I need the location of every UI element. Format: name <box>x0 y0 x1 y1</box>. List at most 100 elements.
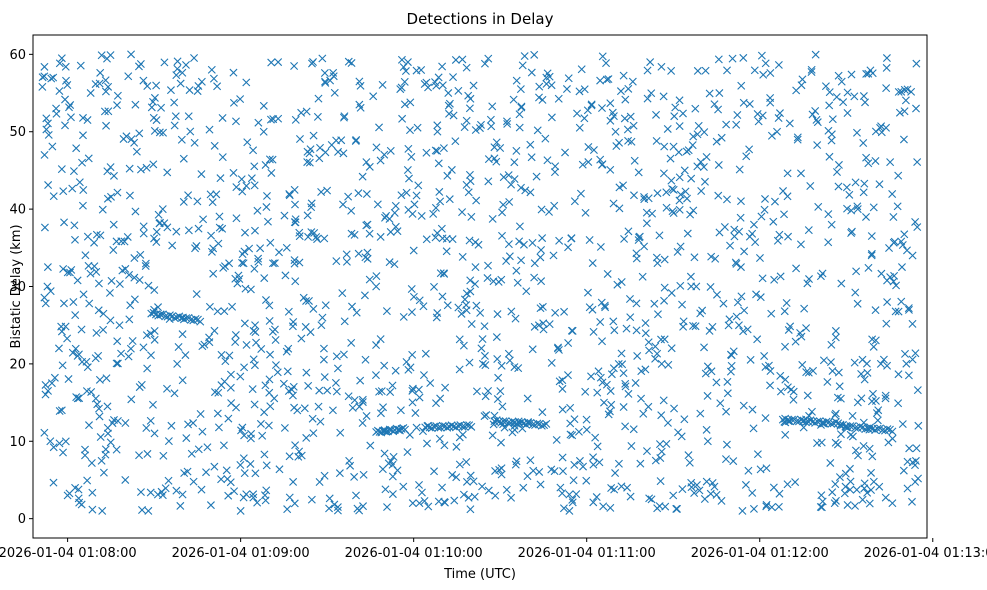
data-point <box>822 417 831 426</box>
data-point <box>396 85 405 94</box>
data-point <box>512 146 521 155</box>
data-point <box>598 160 606 169</box>
data-point <box>40 62 49 71</box>
data-point <box>517 102 526 111</box>
data-point <box>246 459 255 468</box>
data-point <box>496 143 505 152</box>
data-point <box>598 337 607 346</box>
data-point <box>723 66 732 75</box>
data-point <box>873 424 882 433</box>
data-point <box>757 51 766 60</box>
data-point <box>760 205 769 214</box>
data-point <box>193 87 202 96</box>
data-point <box>430 467 439 476</box>
data-point <box>476 308 485 317</box>
data-point <box>811 106 820 115</box>
data-point <box>404 205 413 214</box>
data-point <box>166 86 175 95</box>
data-point <box>152 227 161 236</box>
data-point <box>61 437 70 446</box>
data-point <box>589 498 598 507</box>
data-point <box>150 126 159 135</box>
data-point <box>372 341 381 350</box>
data-point <box>700 343 709 352</box>
data-point <box>47 379 56 388</box>
data-point <box>295 447 304 456</box>
data-point <box>619 181 628 190</box>
data-point <box>784 232 793 241</box>
data-point <box>568 498 577 507</box>
data-point <box>853 202 862 211</box>
data-point <box>547 81 556 90</box>
data-point <box>386 388 395 397</box>
data-point <box>584 142 593 151</box>
data-point <box>321 78 330 87</box>
data-point <box>265 375 274 384</box>
data-point <box>219 441 228 450</box>
data-point <box>408 350 417 359</box>
data-point <box>667 288 676 297</box>
data-point <box>812 115 821 124</box>
data-point <box>325 494 334 503</box>
data-point <box>197 485 206 494</box>
data-point <box>210 462 219 471</box>
data-point <box>886 273 895 282</box>
data-point <box>680 415 689 424</box>
data-point <box>578 160 587 169</box>
data-point <box>452 442 461 451</box>
data-point <box>459 490 468 499</box>
data-point <box>380 361 389 370</box>
data-point <box>132 147 141 156</box>
data-point <box>184 420 193 429</box>
data-point <box>750 66 759 75</box>
data-point <box>484 155 493 164</box>
data-point <box>182 314 191 323</box>
data-point <box>837 279 846 288</box>
data-point <box>466 94 475 103</box>
data-point <box>400 77 409 86</box>
data-point <box>265 301 274 310</box>
data-point <box>94 404 103 413</box>
data-point <box>409 292 418 301</box>
data-point <box>741 480 750 489</box>
data-point <box>573 109 582 118</box>
data-point <box>390 208 399 217</box>
data-point <box>742 152 751 161</box>
data-point <box>789 395 798 404</box>
data-point <box>254 257 263 266</box>
data-point <box>612 142 621 151</box>
data-point <box>362 221 371 230</box>
data-point <box>451 137 460 146</box>
data-point <box>253 206 262 215</box>
data-point <box>504 349 513 358</box>
data-point <box>700 177 709 186</box>
data-point <box>268 155 277 164</box>
data-point <box>575 456 584 465</box>
data-point <box>825 101 834 110</box>
data-point <box>807 68 816 77</box>
data-point <box>431 146 440 155</box>
data-point <box>462 477 471 486</box>
data-point <box>861 425 870 434</box>
data-point <box>423 439 431 448</box>
data-point <box>884 438 893 447</box>
data-point <box>740 247 749 256</box>
data-point <box>792 86 801 95</box>
data-point <box>109 220 118 229</box>
data-point <box>283 505 292 514</box>
data-point <box>555 236 564 245</box>
data-point <box>647 495 656 504</box>
data-point <box>511 314 520 323</box>
data-point <box>265 155 274 164</box>
data-point <box>146 488 155 497</box>
data-point <box>245 244 254 253</box>
data-point <box>381 213 389 222</box>
data-point <box>67 265 76 274</box>
data-point <box>106 438 115 447</box>
data-point <box>878 426 887 435</box>
data-point <box>859 418 868 427</box>
data-point <box>611 127 620 136</box>
data-point <box>115 280 124 288</box>
data-point <box>458 55 467 64</box>
